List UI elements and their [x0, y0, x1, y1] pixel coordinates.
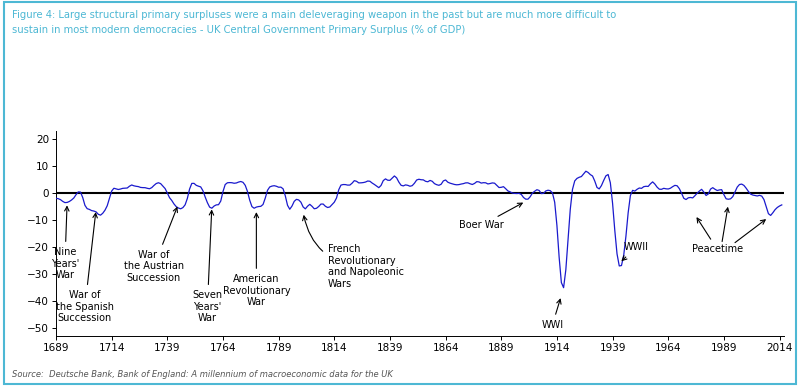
Text: Figure 4: Large structural primary surpluses were a main deleveraging weapon in : Figure 4: Large structural primary surpl… — [12, 10, 616, 20]
Text: WWII: WWII — [622, 242, 649, 261]
Text: War of
the Austrian
Succession: War of the Austrian Succession — [124, 208, 184, 283]
Text: Source:  Deutsche Bank, Bank of England: A millennium of macroeconomic data for : Source: Deutsche Bank, Bank of England: … — [12, 370, 393, 379]
Text: War of
the Spanish
Succession: War of the Spanish Succession — [56, 213, 114, 323]
Text: Nine
Years'
War: Nine Years' War — [50, 207, 79, 280]
Text: Peacetime: Peacetime — [692, 218, 742, 254]
Text: Seven
Years'
War: Seven Years' War — [192, 211, 222, 323]
Text: French
Revolutionary
and Napoleonic
Wars: French Revolutionary and Napoleonic Wars — [302, 216, 404, 289]
Text: WWI: WWI — [542, 299, 563, 330]
Text: sustain in most modern democracies - UK Central Government Primary Surplus (% of: sustain in most modern democracies - UK … — [12, 25, 466, 35]
Text: American
Revolutionary
War: American Revolutionary War — [222, 213, 290, 307]
Text: Boer War: Boer War — [459, 203, 522, 230]
